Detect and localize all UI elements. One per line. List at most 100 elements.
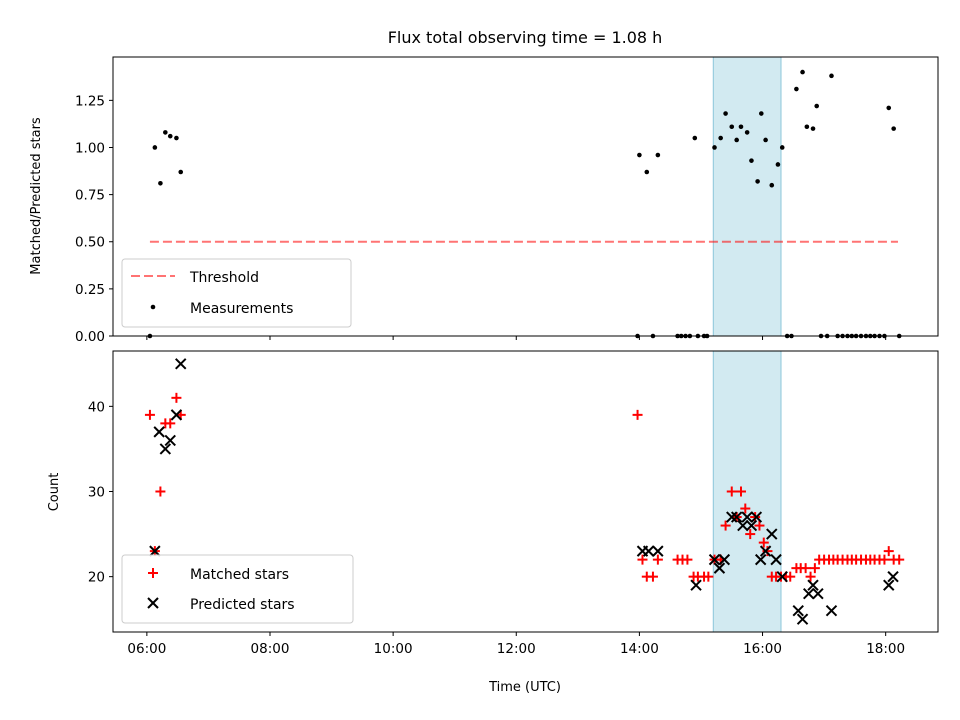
x-tick-label: 12:00 — [497, 641, 536, 657]
bottom-axes-frame — [112, 350, 939, 633]
top-y-axis-label: Matched/Predicted stars — [29, 117, 44, 275]
predicted-star-point — [652, 545, 664, 557]
matched-star-point — [762, 546, 773, 557]
matched-star-point — [809, 563, 820, 574]
legend-matched-label: Matched stars — [190, 567, 289, 583]
matched-star-point — [754, 520, 765, 531]
measurement-point — [655, 152, 661, 158]
legend-predicted-swatch — [147, 597, 159, 609]
matched-star-point — [632, 409, 643, 420]
bottom-x-ticks: 06:00 08:00 10:00 12:00 14:00 16:00 18:00 — [127, 632, 905, 657]
bottom-y-tick-label: 20 — [88, 570, 105, 586]
matched-star-point — [703, 571, 714, 582]
matched-star-point — [155, 486, 166, 497]
predicted-star-point — [690, 579, 702, 591]
bottom-legend-box — [121, 554, 354, 624]
measurement-point — [718, 135, 723, 141]
measurement-point — [644, 169, 650, 175]
measurement-point — [810, 126, 816, 131]
legend-measurements-swatch — [150, 304, 156, 310]
bottom-y-ticks: 20 30 40 — [88, 399, 113, 586]
predicted-star-point — [164, 434, 176, 447]
predicted-star-point — [708, 553, 721, 566]
matched-star-point — [805, 571, 816, 582]
predicted-star-point — [170, 409, 183, 421]
predicted-star-point — [825, 605, 838, 617]
x-tick-label: 14:00 — [620, 641, 659, 657]
predicted-star-point — [812, 587, 824, 600]
measurement-point — [637, 152, 642, 158]
measurement-point — [814, 103, 820, 109]
predicted-star-point — [759, 545, 772, 557]
matched-star-point — [726, 486, 737, 497]
measurement-point — [891, 126, 896, 131]
matched-star-point — [879, 554, 890, 565]
x-tick-label: 18:00 — [866, 641, 905, 657]
measurement-point — [158, 181, 163, 186]
predicted-star-point — [796, 613, 809, 625]
predicted-star-point — [737, 519, 749, 532]
measurement-point — [692, 135, 698, 141]
measurement-point — [744, 130, 750, 135]
x-tick-label: 06:00 — [127, 641, 166, 657]
top-y-tick-label: 0.00 — [75, 329, 105, 345]
predicted-star-point — [803, 587, 815, 600]
predicted-star-point — [754, 553, 767, 566]
matched-star-point — [745, 529, 756, 540]
measurement-point — [163, 130, 168, 135]
predicted-star-point — [642, 545, 655, 557]
bottom-panel: 20 30 40 06:00 08:00 10:00 12:00 14:00 16:00 18:… — [47, 350, 939, 695]
measurement-point — [779, 145, 785, 150]
top-legend: Threshold Measurements — [121, 258, 352, 328]
matched-star-point — [758, 537, 769, 548]
top-y-tick-label: 0.50 — [75, 235, 105, 251]
top-y-tick-label: 0.75 — [75, 188, 105, 204]
top-panel: 0.00 0.25 0.50 0.75 1.00 1.25 Flux total obse… — [29, 28, 939, 345]
predicted-star-point — [883, 579, 895, 591]
predicted-star-point — [730, 511, 743, 523]
matched-star-point — [165, 418, 176, 429]
predicted-star-point — [159, 443, 172, 455]
matched-star-point — [735, 486, 746, 497]
predicted-star-point — [807, 579, 819, 591]
matched-star-point — [894, 554, 905, 565]
top-x-ticks — [146, 336, 887, 340]
measurement-point — [749, 158, 754, 163]
measurement-point — [886, 105, 892, 111]
measurement-point — [178, 169, 184, 175]
matched-star-point — [647, 571, 658, 582]
measurement-point — [775, 162, 781, 167]
predicted-star-point — [726, 511, 738, 523]
bottom-legend: Matched stars Predicted stars — [121, 554, 354, 624]
bottom-y-axis-label: Count — [47, 473, 62, 512]
legend-matched-swatch — [148, 568, 158, 578]
measurement-point — [755, 179, 760, 184]
matched-star-point — [144, 409, 155, 420]
legend-measurements-label: Measurements — [190, 301, 293, 317]
matched-star-point — [740, 503, 751, 514]
x-tick-label: 10:00 — [374, 641, 413, 657]
measurement-point — [729, 124, 735, 130]
predicted-star-point — [741, 511, 753, 523]
predicted-star-point — [745, 519, 758, 532]
matched-star-point — [652, 554, 663, 565]
matched-star-point — [171, 392, 182, 403]
measurement-point — [723, 111, 728, 116]
legend-threshold-label: Threshold — [189, 270, 259, 286]
predicted-star-point — [750, 511, 763, 523]
top-axes-frame — [112, 56, 939, 337]
top-legend-box — [121, 258, 352, 328]
predicted-star-point — [718, 553, 731, 566]
predicted-star-point — [770, 553, 782, 566]
bottom-y-tick-label: 30 — [88, 485, 105, 501]
measurement-point — [794, 86, 799, 92]
measurement-point — [763, 137, 768, 143]
top-y-tick-label: 1.25 — [75, 93, 105, 109]
measurement-point — [712, 145, 717, 150]
predicted-star-point — [766, 528, 778, 540]
top-y-tick-label: 0.25 — [75, 282, 105, 298]
x-tick-label: 08:00 — [251, 641, 290, 657]
predicted-star-point — [887, 570, 899, 583]
predicted-star-point — [792, 605, 804, 617]
